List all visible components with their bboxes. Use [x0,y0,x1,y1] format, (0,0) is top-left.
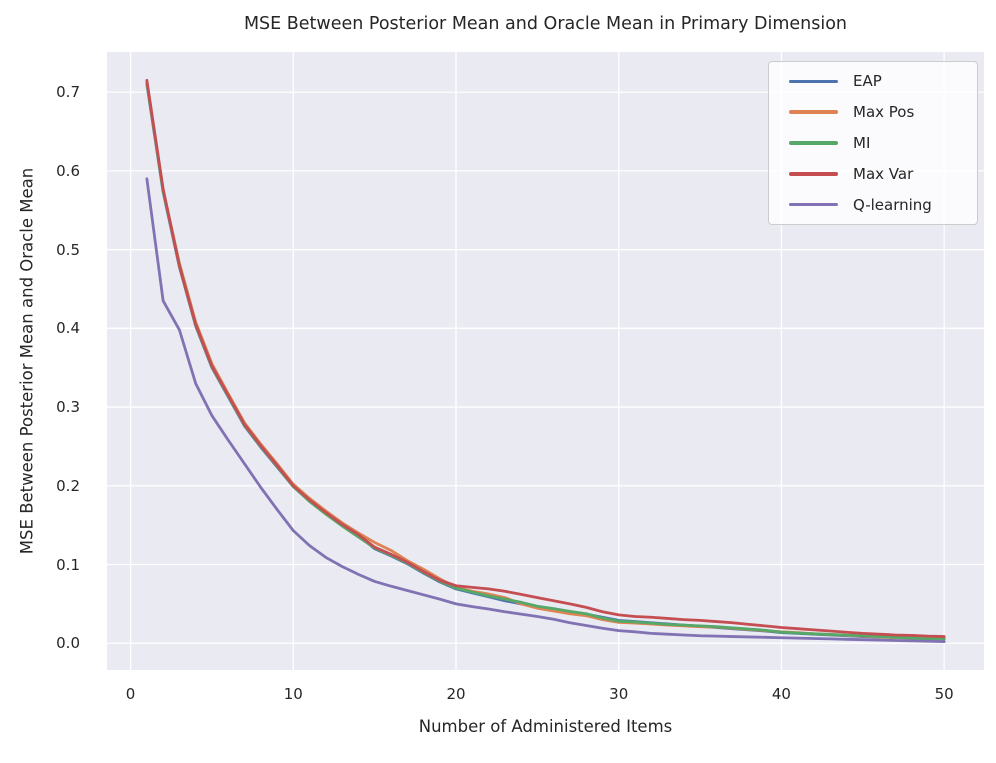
y-tick-label: 0.0 [56,634,80,653]
x-axis-label: Number of Administered Items [418,717,673,736]
y-axis-label: MSE Between Posterior Mean and Oracle Me… [17,167,37,555]
legend-line-swatch [789,110,838,114]
y-tick-label: 0.1 [56,555,80,574]
y-tick-label: 0.7 [56,83,80,102]
x-tick-label: 30 [609,685,629,703]
series-line-max-var [145,78,946,638]
y-tick-label: 0.4 [56,319,80,338]
legend-line-swatch [789,172,838,176]
series-line-q-learning [145,177,946,644]
legend-item: EAP [769,66,977,97]
y-tick-label: 0.5 [56,240,80,259]
x-tick-label: 20 [446,685,466,703]
x-tick-label: 0 [125,685,136,703]
legend-label: EAP [853,72,882,91]
legend-label: MI [853,133,871,152]
legend-item: Max Pos [769,97,977,128]
legend-label: Max Var [853,164,914,183]
legend-line-swatch [789,202,838,207]
legend-line-swatch [789,141,838,145]
y-tick-label: 0.3 [56,398,80,417]
chart-title: MSE Between Posterior Mean and Oracle Me… [243,14,848,34]
legend: EAP Max Pos MI Max Var Q-learning [768,61,978,225]
legend-line-swatch [789,79,838,84]
y-tick-label: 0.6 [56,161,80,180]
y-tick-label: 0.2 [56,476,80,495]
x-tick-label: 40 [771,685,791,703]
legend-item: Q-learning [769,189,977,220]
plot-area: EAP Max Pos MI Max Var Q-learning [107,52,984,670]
x-tick-label: 50 [934,685,954,703]
legend-label: Q-learning [853,195,932,214]
legend-label: Max Pos [853,103,915,122]
legend-item: MI [769,128,977,159]
x-tick-label: 10 [283,685,303,703]
legend-item: Max Var [769,158,977,189]
